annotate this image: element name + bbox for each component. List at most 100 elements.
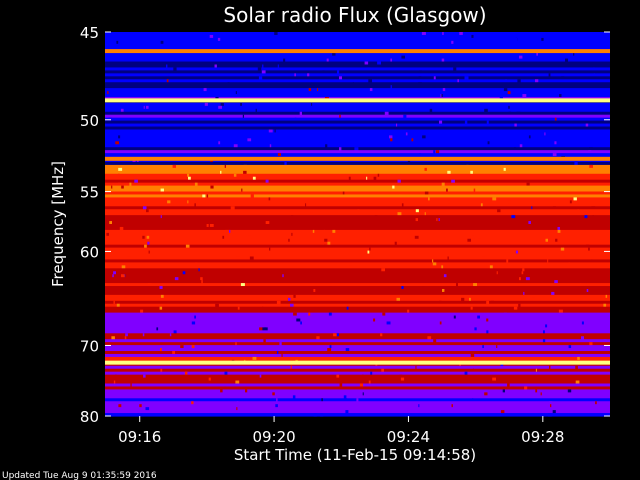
heatmap-speckle [232,40,235,45]
heatmap-speckle [503,88,508,92]
heatmap-speckle [178,271,180,275]
heatmap-row [105,32,610,36]
heatmap-speckle [595,401,597,405]
heatmap-speckle [269,247,271,252]
heatmap-speckle [342,191,345,196]
heatmap-speckle [428,197,430,201]
heatmap-speckle [470,170,473,175]
heatmap-speckle [552,410,556,414]
heatmap-speckle [173,330,177,334]
heatmap-row [105,401,610,405]
heatmap-speckle [568,345,572,349]
heatmap-speckle [160,368,163,373]
heatmap-speckle [515,250,518,255]
heatmap-row [105,309,610,314]
heatmap-speckle [250,194,254,199]
heatmap-speckle [105,226,110,231]
heatmap-speckle [324,244,326,249]
heatmap-speckle [508,200,511,204]
heatmap-speckle [224,386,226,391]
heatmap-speckle [357,209,360,213]
heatmap-speckle [107,55,110,60]
heatmap-speckle [497,209,501,213]
heatmap-speckle [487,141,490,145]
heatmap-speckle [300,321,302,326]
heatmap-speckle [535,389,538,393]
heatmap-speckle [277,64,279,69]
x-tick-label: 09:24 [387,428,430,446]
heatmap-speckle [362,374,364,379]
heatmap-speckle [384,111,389,116]
heatmap-speckle [555,191,557,196]
heatmap-speckle [401,203,404,207]
heatmap-speckle [174,348,179,352]
heatmap-row [105,356,610,361]
heatmap-speckle [121,265,126,269]
heatmap-speckle [191,345,195,349]
heatmap-speckle [264,37,267,42]
heatmap-speckle [121,274,125,278]
heatmap-row [105,232,610,237]
heatmap-row [105,327,610,331]
heatmap-speckle [557,226,560,231]
heatmap-speckle [194,315,196,320]
heatmap-speckle [447,170,451,175]
heatmap-speckle [368,79,372,83]
heatmap-speckle [146,235,150,240]
heatmap-speckle [396,297,400,302]
heatmap-speckle [276,398,278,402]
heatmap-row [105,200,610,204]
heatmap-speckle [500,126,504,131]
heatmap-speckle [209,34,214,39]
heatmap-speckle [194,203,196,207]
heatmap-speckle [118,135,121,139]
heatmap-row [105,67,610,71]
heatmap-row [105,342,610,346]
heatmap-speckle [279,342,282,346]
heatmap-speckle [424,191,429,196]
heatmap-row [105,73,610,77]
heatmap-speckle [143,224,148,228]
heatmap-speckle [290,303,294,308]
heatmap-speckle [386,321,391,326]
heatmap-speckle [474,327,477,331]
heatmap-speckle [399,374,403,379]
heatmap-speckle [508,105,510,110]
heatmap-speckle [182,271,186,275]
heatmap-speckle [564,253,568,258]
heatmap-speckle [112,274,114,278]
heatmap-speckle [166,79,169,83]
heatmap-speckle [147,241,150,246]
heatmap-row [105,114,610,119]
heatmap-speckle [139,404,142,408]
heatmap-speckle [116,271,118,275]
heatmap-speckle [166,64,168,69]
heatmap-row [105,247,610,252]
heatmap-speckle [335,212,338,216]
heatmap-speckle [588,150,592,154]
heatmap-speckle [227,82,230,86]
heatmap-speckle [308,88,312,92]
heatmap-speckle [401,286,404,290]
heatmap-speckle [575,365,578,370]
heatmap-speckle [109,221,112,225]
heatmap-speckle [496,345,498,349]
heatmap-speckle [531,206,533,210]
heatmap-speckle [180,345,184,349]
heatmap-speckle [237,306,240,311]
heatmap-speckle [390,58,392,63]
heatmap-row [105,120,610,125]
heatmap-speckle [523,291,525,296]
heatmap-speckle [451,404,453,408]
heatmap-speckle [486,300,490,305]
heatmap-speckle [460,64,464,69]
y-axis: 45 50 55 60 70 80 [80,24,610,426]
heatmap-speckle [432,259,434,263]
heatmap-speckle [186,324,188,328]
heatmap-speckle [220,170,222,175]
heatmap-speckle [187,200,189,204]
heatmap-row [105,306,610,311]
heatmap-row [105,70,610,74]
heatmap-speckle [113,380,116,385]
heatmap-row [105,138,610,142]
